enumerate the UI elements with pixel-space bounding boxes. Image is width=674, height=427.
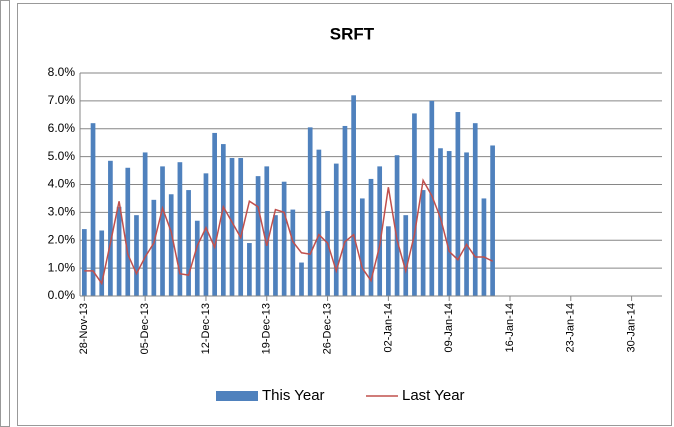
- bar: [307, 127, 313, 296]
- bar: [160, 166, 165, 296]
- legend-label: Last Year: [402, 387, 465, 404]
- bar: [368, 178, 374, 296]
- y-tick-label: 8.0%: [48, 65, 76, 79]
- bar: [325, 210, 330, 296]
- bar: [90, 123, 96, 296]
- bar: [125, 167, 131, 296]
- x-tick-label: 05-Dec-13: [139, 303, 151, 354]
- bar: [116, 206, 122, 296]
- bar: [194, 220, 200, 296]
- bar: [212, 132, 217, 296]
- bar: [299, 262, 304, 296]
- bar: [255, 176, 261, 296]
- bar: [333, 163, 339, 296]
- legend-swatch: [216, 391, 258, 401]
- bar: [438, 148, 443, 296]
- bar: [229, 158, 235, 296]
- y-tick-label: 5.0%: [48, 149, 76, 163]
- bar: [377, 166, 383, 296]
- bar: [99, 230, 105, 296]
- x-tick-label: 12-Dec-13: [200, 303, 212, 354]
- y-tick-label: 0.0%: [48, 288, 76, 302]
- chart-title: SRFT: [330, 24, 375, 43]
- bar: [359, 198, 365, 296]
- bar: [108, 160, 113, 296]
- bar: [412, 113, 417, 296]
- bar: [281, 181, 287, 296]
- bar: [290, 209, 296, 296]
- x-tick-label: 16-Jan-14: [504, 303, 516, 353]
- bar: [420, 190, 426, 296]
- bar: [464, 152, 469, 296]
- bar: [168, 194, 174, 296]
- bar: [151, 199, 157, 296]
- bar: [247, 243, 252, 296]
- bar: [142, 152, 148, 296]
- bar: [134, 215, 139, 296]
- bar: [203, 173, 209, 296]
- bar: [273, 215, 278, 296]
- bar: [472, 123, 478, 296]
- bar: [186, 190, 191, 296]
- y-tick-label: 7.0%: [48, 93, 76, 107]
- y-tick-label: 3.0%: [48, 205, 76, 219]
- y-tick-label: 1.0%: [48, 260, 76, 274]
- bar: [386, 226, 391, 296]
- bar: [455, 112, 461, 297]
- bar: [177, 162, 183, 296]
- line: [84, 178, 493, 286]
- x-tick-label: 23-Jan-14: [565, 303, 577, 353]
- y-tick-label: 4.0%: [48, 177, 76, 191]
- bar: [264, 166, 270, 296]
- bar: [351, 95, 356, 296]
- bar: [81, 229, 87, 296]
- legend-label: This Year: [262, 387, 325, 404]
- x-tick-label: 28-Nov-13: [78, 303, 90, 354]
- bar: [429, 100, 435, 296]
- frame: [0, 0, 10, 427]
- y-tick-label: 2.0%: [48, 232, 76, 246]
- x-tick-label: 26-Dec-13: [321, 303, 333, 354]
- bar: [316, 149, 322, 296]
- bar: [238, 158, 244, 296]
- x-tick-label: 09-Jan-14: [443, 303, 455, 353]
- bar: [220, 144, 226, 296]
- x-tick-label: 19-Dec-13: [261, 303, 273, 354]
- x-tick-label: 30-Jan-14: [626, 303, 638, 353]
- bar: [481, 198, 487, 296]
- bar: [446, 151, 452, 296]
- bar: [403, 215, 409, 296]
- bar: [394, 155, 400, 296]
- bar: [342, 125, 348, 297]
- x-tick-label: 02-Jan-14: [382, 303, 394, 353]
- bar: [490, 145, 495, 296]
- y-tick-label: 6.0%: [48, 121, 76, 135]
